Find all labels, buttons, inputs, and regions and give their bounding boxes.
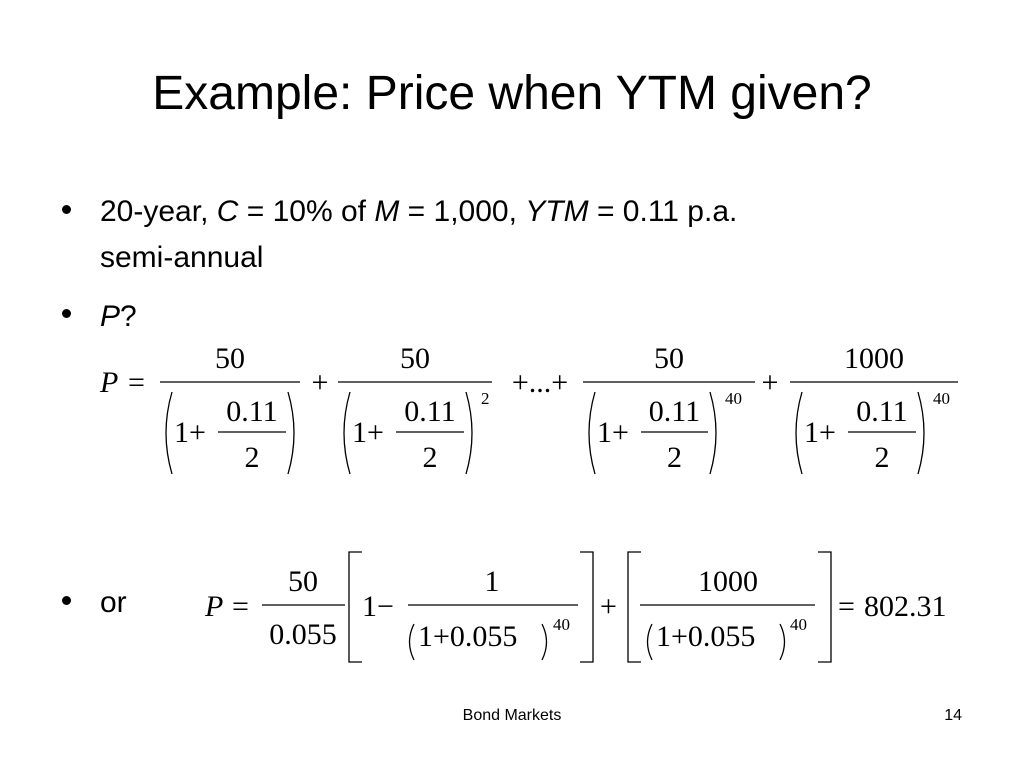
paren (408, 623, 415, 661)
page-number: 14 (944, 707, 962, 724)
text-run: P (100, 300, 121, 333)
bullet-dot (62, 596, 71, 605)
numerator: 50 (654, 342, 684, 375)
bracket (580, 551, 594, 663)
bullet: P? (100, 294, 137, 340)
divisor: 2 (245, 441, 260, 474)
equation-1: 50 1+ 0.11 2 50 1+ 0.11 2 2 50 1+ 0.11 2 40 1000 1+ 0.11… (160, 342, 958, 475)
slide-title: Example: Price when YTM given? (152, 67, 872, 120)
bullet: or (100, 580, 127, 626)
numerator: 1000 (698, 565, 758, 598)
text-run: = 0.11 p.a. (588, 195, 738, 228)
divisor: 2 (875, 441, 890, 474)
text-run: semi-annual (100, 241, 264, 274)
plus: + (600, 590, 617, 623)
text-run: C (216, 195, 239, 228)
one-plus: 1+ (597, 416, 629, 449)
eq-symbol: P (99, 366, 118, 399)
bullet: 20-year, C = 10% of M = 1,000, YTM = 0.1… (100, 189, 737, 281)
paren (287, 391, 295, 475)
bracket (627, 551, 641, 663)
paren (541, 623, 548, 661)
one-plus: 1+ (804, 416, 836, 449)
eq-symbol: P (204, 590, 223, 623)
text-run: M (374, 195, 400, 228)
paren (795, 391, 803, 475)
rate: 0.11 (404, 395, 455, 428)
paren (343, 391, 351, 475)
text-run: = 10% of (238, 195, 375, 228)
denominator: 0.055 (269, 618, 337, 651)
eq-equals: = (838, 590, 855, 623)
eq-equals: = (232, 590, 249, 623)
paren (779, 623, 786, 661)
rate: 0.11 (226, 395, 277, 428)
text-run: = 1,000, (399, 195, 526, 228)
numerator: 1 (485, 565, 500, 598)
exponent: 40 (790, 615, 807, 634)
bracket (818, 551, 832, 663)
rate: 0.11 (649, 395, 700, 428)
one-minus: 1− (362, 590, 394, 623)
exponent: 2 (481, 389, 490, 408)
paren (709, 391, 717, 475)
text-run: 20-year, (100, 195, 217, 228)
rate: 0.11 (856, 395, 907, 428)
numerator: 50 (215, 342, 245, 375)
text-run: YTM (525, 195, 589, 228)
operator: + (762, 366, 779, 399)
exponent: 40 (553, 615, 570, 634)
exponent: 40 (933, 389, 950, 408)
divisor: 2 (667, 441, 682, 474)
divisor: 2 (423, 441, 438, 474)
result: 802.31 (864, 590, 947, 623)
text-run: or (100, 586, 127, 619)
paren (165, 391, 173, 475)
bullet-dot (62, 309, 71, 318)
eq-equals: = (128, 366, 145, 399)
operator: + (312, 366, 329, 399)
numerator: 1000 (844, 342, 904, 375)
numerator: 50 (288, 565, 318, 598)
bracket (348, 551, 362, 663)
paren (588, 391, 596, 475)
operator: +...+ (512, 366, 568, 399)
paren (465, 391, 473, 475)
denominator: 1+0.055 (656, 620, 755, 653)
paren (646, 623, 653, 661)
one-plus: 1+ (352, 416, 384, 449)
one-plus: 1+ (174, 416, 206, 449)
exponent: 40 (725, 389, 742, 408)
bullet-dot (62, 205, 71, 214)
denominator: 1+0.055 (418, 620, 517, 653)
numerator: 50 (400, 342, 430, 375)
text-run: ? (120, 300, 137, 333)
footer-title: Bond Markets (462, 707, 562, 724)
paren (917, 391, 925, 475)
